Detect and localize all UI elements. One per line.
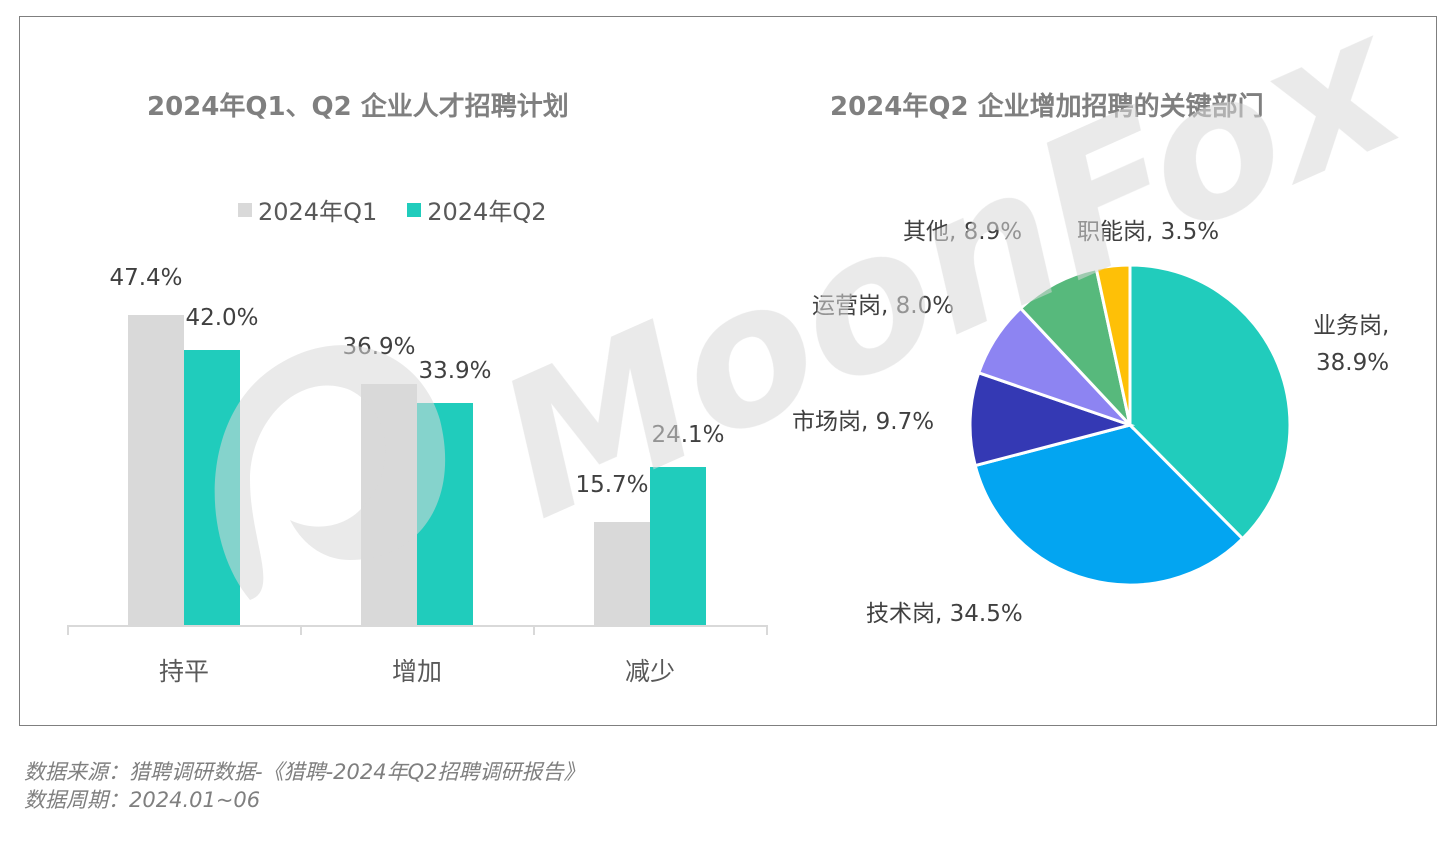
bar-value-label: 24.1% xyxy=(651,422,725,449)
pie-slice-其他 xyxy=(1018,266,1133,430)
bar-q1 xyxy=(594,522,650,625)
pie-label-business: 业务岗, xyxy=(1313,313,1390,339)
pie-slice-技术岗 xyxy=(973,423,1245,587)
pie-label-marketing: 市场岗, 9.7% xyxy=(792,409,935,435)
category-label: 持平 xyxy=(158,657,210,686)
pie-slice-职能岗 xyxy=(1094,263,1132,426)
bar-value-label: 15.7% xyxy=(575,472,649,499)
x-axis-tick xyxy=(300,625,302,635)
pie-label-business-value: 38.9% xyxy=(1316,350,1390,376)
bar-q1 xyxy=(128,315,184,625)
bar-value-label: 47.4% xyxy=(109,265,183,291)
pie-label-functional: 职能岗, 3.5% xyxy=(1077,219,1220,245)
legend-label-q1: 2024年Q1 xyxy=(258,198,378,226)
pie-chart-title: 2024年Q2 企业增加招聘的关键部门 xyxy=(830,92,1264,122)
category-label: 减少 xyxy=(624,657,676,686)
pie-label-tech: 技术岗, 34.5% xyxy=(866,601,1023,627)
x-axis-tick xyxy=(533,625,535,635)
legend-label-q2: 2024年Q2 xyxy=(427,198,547,226)
legend-swatch-q1 xyxy=(238,202,252,217)
category-label: 增加 xyxy=(391,657,443,686)
bar-q2 xyxy=(650,467,706,625)
legend-swatch-q2 xyxy=(407,202,422,217)
chart-frame xyxy=(19,16,1437,726)
bar-value-label: 42.0% xyxy=(185,305,259,332)
data-period-note: 数据周期：2024.01~06 xyxy=(24,788,261,812)
pie-slice-市场岗 xyxy=(968,370,1136,468)
x-axis-tick xyxy=(766,625,768,635)
x-axis-line xyxy=(67,625,767,627)
bar-chart-title: 2024年Q1、Q2 企业人才招聘计划 xyxy=(147,92,569,122)
x-axis-tick xyxy=(67,625,69,635)
data-source-note: 数据来源：猎聘调研数据-《猎聘-2024年Q2招聘调研报告》 xyxy=(24,760,585,784)
legend-item-q1: 2024年Q1 xyxy=(238,192,377,227)
pie-slice-业务岗 xyxy=(1128,263,1292,541)
pie-label-other: 其他, 8.9% xyxy=(903,219,1023,245)
bar-chart-legend: 2024年Q1 2024年Q2 xyxy=(238,192,577,227)
pie-label-operations: 运营岗, 8.0% xyxy=(812,293,955,319)
legend-item-q2: 2024年Q2 xyxy=(407,192,547,227)
